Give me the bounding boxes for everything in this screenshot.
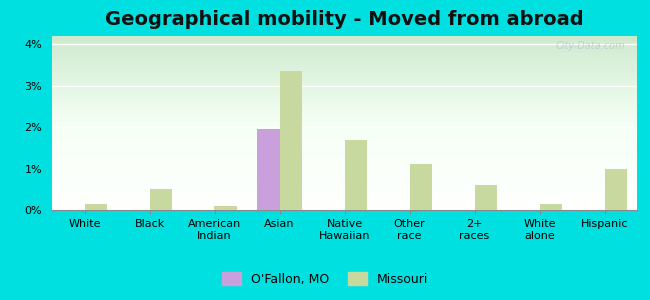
Bar (257, 129, 280, 210)
Bar (540, 204, 562, 210)
Title: Geographical mobility - Moved from abroad: Geographical mobility - Moved from abroa… (105, 10, 584, 29)
Bar (84, 204, 107, 210)
Bar (410, 164, 432, 210)
Bar (604, 169, 627, 210)
Text: City-Data.com: City-Data.com (556, 41, 625, 51)
Bar (280, 71, 302, 210)
Bar (214, 206, 237, 210)
Bar (344, 140, 367, 210)
Bar (150, 189, 172, 210)
Legend: O'Fallon, MO, Missouri: O'Fallon, MO, Missouri (217, 267, 433, 291)
Bar (474, 185, 497, 210)
